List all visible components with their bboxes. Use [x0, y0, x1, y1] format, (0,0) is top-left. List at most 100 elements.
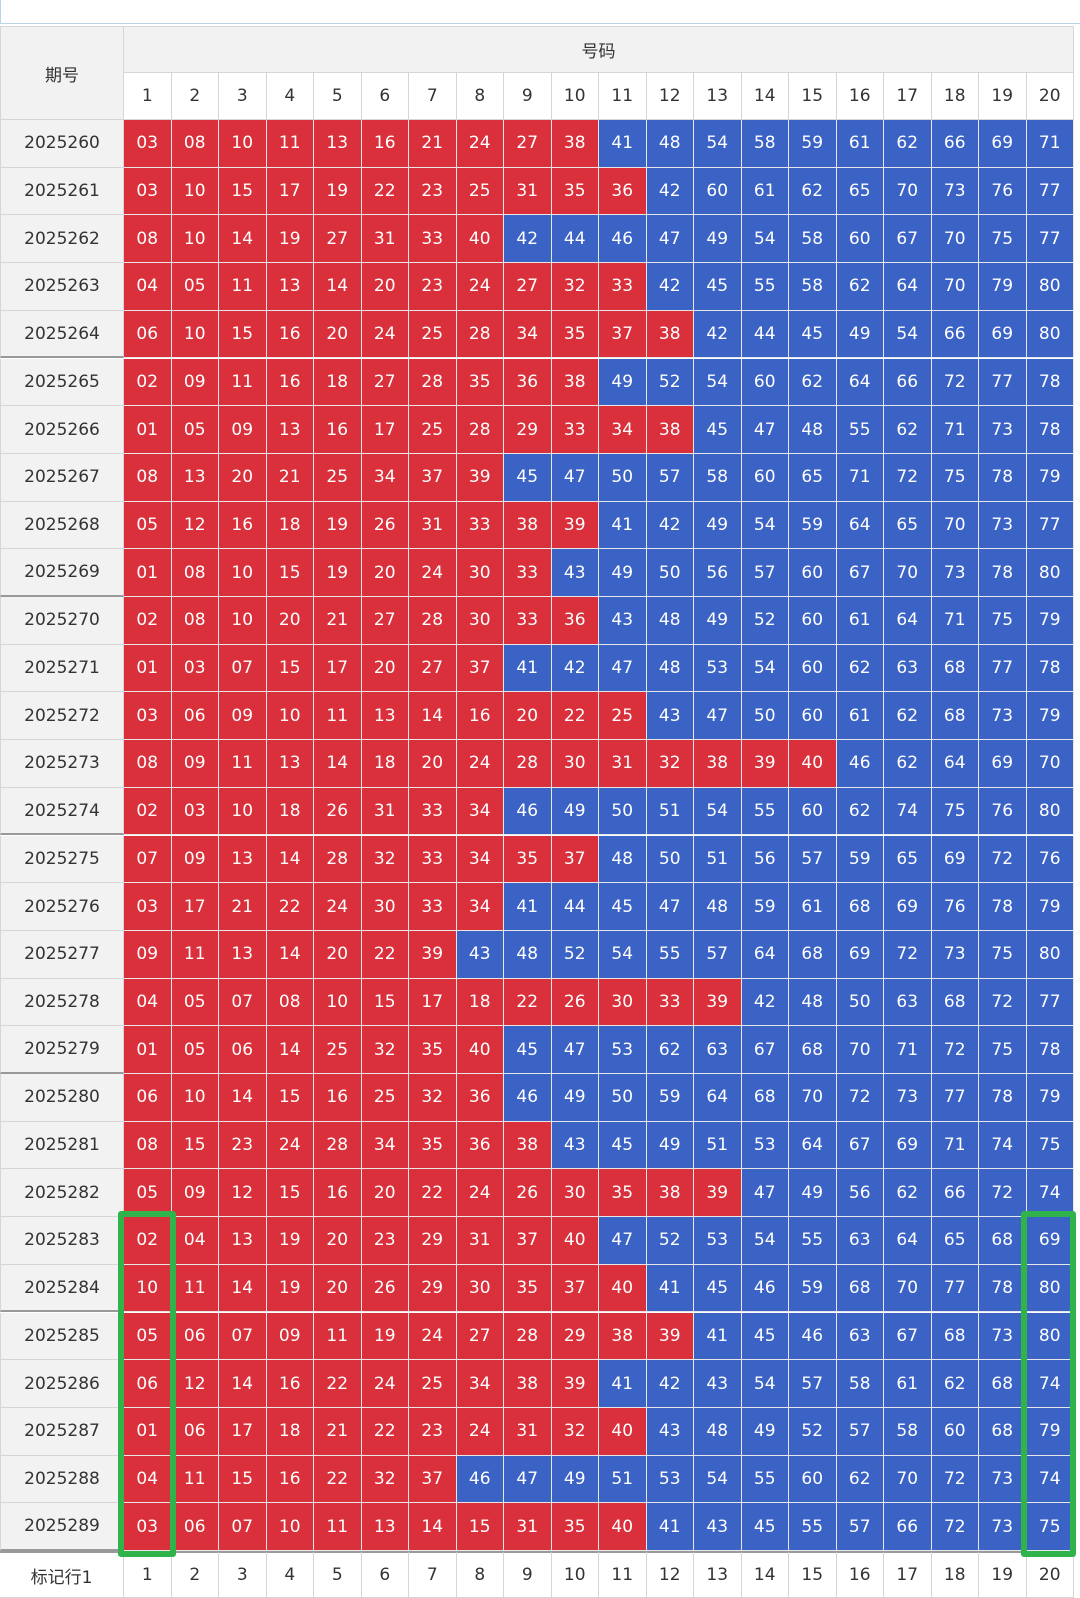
number-cell: 16 [266, 310, 314, 359]
number-cell: 77 [1026, 215, 1074, 264]
number-cell: 23 [409, 263, 457, 311]
number-cell: 24 [409, 1312, 457, 1361]
number-cell: 67 [884, 215, 932, 264]
number-cell: 50 [599, 787, 647, 836]
number-cell: 75 [979, 930, 1027, 979]
column-header: 18 [931, 73, 979, 120]
number-cell: 43 [551, 1121, 599, 1170]
number-cell: 10 [171, 167, 219, 216]
number-cell: 68 [789, 1026, 837, 1074]
number-cell: 80 [1026, 263, 1074, 311]
number-cell: 64 [884, 597, 932, 645]
number-cell: 41 [599, 120, 647, 168]
number-cell: 73 [931, 930, 979, 979]
number-cell: 52 [646, 358, 694, 407]
top-strip [0, 0, 1080, 24]
number-cell: 35 [504, 835, 552, 884]
number-cell: 18 [314, 358, 362, 407]
number-cell: 43 [646, 1407, 694, 1456]
number-cell: 15 [171, 1121, 219, 1170]
number-cell: 75 [931, 787, 979, 836]
number-cell: 78 [1026, 644, 1074, 693]
number-cell: 33 [409, 787, 457, 836]
number-cell: 54 [694, 120, 742, 168]
number-cell: 70 [931, 501, 979, 550]
number-cell: 09 [171, 835, 219, 884]
number-cell: 36 [599, 167, 647, 216]
number-cell: 38 [694, 740, 742, 788]
footer-cell: 14 [741, 1551, 789, 1598]
number-cell: 22 [409, 1169, 457, 1218]
number-cell: 19 [314, 549, 362, 597]
column-header: 9 [504, 73, 552, 120]
number-cell: 26 [314, 787, 362, 836]
number-cell: 07 [219, 978, 267, 1027]
number-cell: 30 [599, 978, 647, 1027]
number-cell: 75 [979, 597, 1027, 645]
number-cell: 38 [504, 501, 552, 550]
number-cell: 74 [1026, 1455, 1074, 1504]
number-cell: 26 [551, 978, 599, 1027]
number-cell: 70 [884, 549, 932, 597]
number-cell: 20 [409, 740, 457, 788]
number-cell: 68 [836, 1264, 884, 1313]
period-cell: 2025288 [0, 1455, 124, 1504]
number-cell: 40 [599, 1407, 647, 1456]
number-cell: 03 [124, 167, 172, 216]
number-cell: 46 [504, 1074, 552, 1122]
number-cell: 66 [931, 1169, 979, 1218]
number-cell: 64 [836, 358, 884, 407]
number-cell: 68 [931, 1312, 979, 1361]
number-cell: 24 [314, 883, 362, 931]
footer-cell: 3 [219, 1551, 267, 1598]
period-cell: 2025264 [0, 310, 124, 359]
number-cell: 15 [361, 978, 409, 1027]
number-cell: 62 [789, 167, 837, 216]
number-cell: 74 [1026, 1169, 1074, 1218]
number-cell: 22 [266, 883, 314, 931]
column-header: 6 [361, 73, 409, 120]
number-cell: 76 [1026, 835, 1074, 884]
number-cell: 60 [789, 787, 837, 836]
column-header: 4 [266, 73, 314, 120]
number-cell: 40 [551, 1217, 599, 1265]
number-cell: 65 [836, 167, 884, 216]
number-cell: 42 [504, 215, 552, 264]
number-cell: 39 [694, 978, 742, 1027]
number-cell: 47 [646, 215, 694, 264]
number-cell: 15 [266, 1074, 314, 1122]
number-cell: 33 [504, 549, 552, 597]
number-cell: 03 [124, 692, 172, 741]
number-cell: 69 [836, 930, 884, 979]
number-cell: 66 [884, 358, 932, 407]
number-cell: 73 [979, 1455, 1027, 1504]
number-cell: 79 [1026, 597, 1074, 645]
number-cell: 39 [456, 453, 504, 502]
number-cell: 25 [314, 453, 362, 502]
number-cell: 14 [314, 740, 362, 788]
footer-cell: 19 [979, 1551, 1027, 1598]
number-cell: 08 [171, 549, 219, 597]
number-cell: 10 [266, 692, 314, 741]
number-cell: 32 [409, 1074, 457, 1122]
number-cell: 77 [1026, 167, 1074, 216]
number-cell: 55 [789, 1217, 837, 1265]
number-cell: 21 [314, 597, 362, 645]
number-cell: 11 [171, 930, 219, 979]
period-cell: 2025262 [0, 215, 124, 264]
number-cell: 57 [789, 1360, 837, 1408]
number-cell: 37 [599, 310, 647, 359]
number-cell: 64 [694, 1074, 742, 1122]
number-cell: 52 [646, 1217, 694, 1265]
number-cell: 57 [741, 549, 789, 597]
number-cell: 23 [219, 1121, 267, 1170]
period-cell: 2025272 [0, 692, 124, 741]
column-header: 19 [979, 73, 1027, 120]
column-header: 3 [219, 73, 267, 120]
number-cell: 11 [314, 692, 362, 741]
number-cell: 75 [931, 453, 979, 502]
number-cell: 11 [314, 1503, 362, 1551]
number-cell: 12 [219, 1169, 267, 1218]
number-cell: 58 [741, 120, 789, 168]
number-cell: 11 [219, 358, 267, 407]
